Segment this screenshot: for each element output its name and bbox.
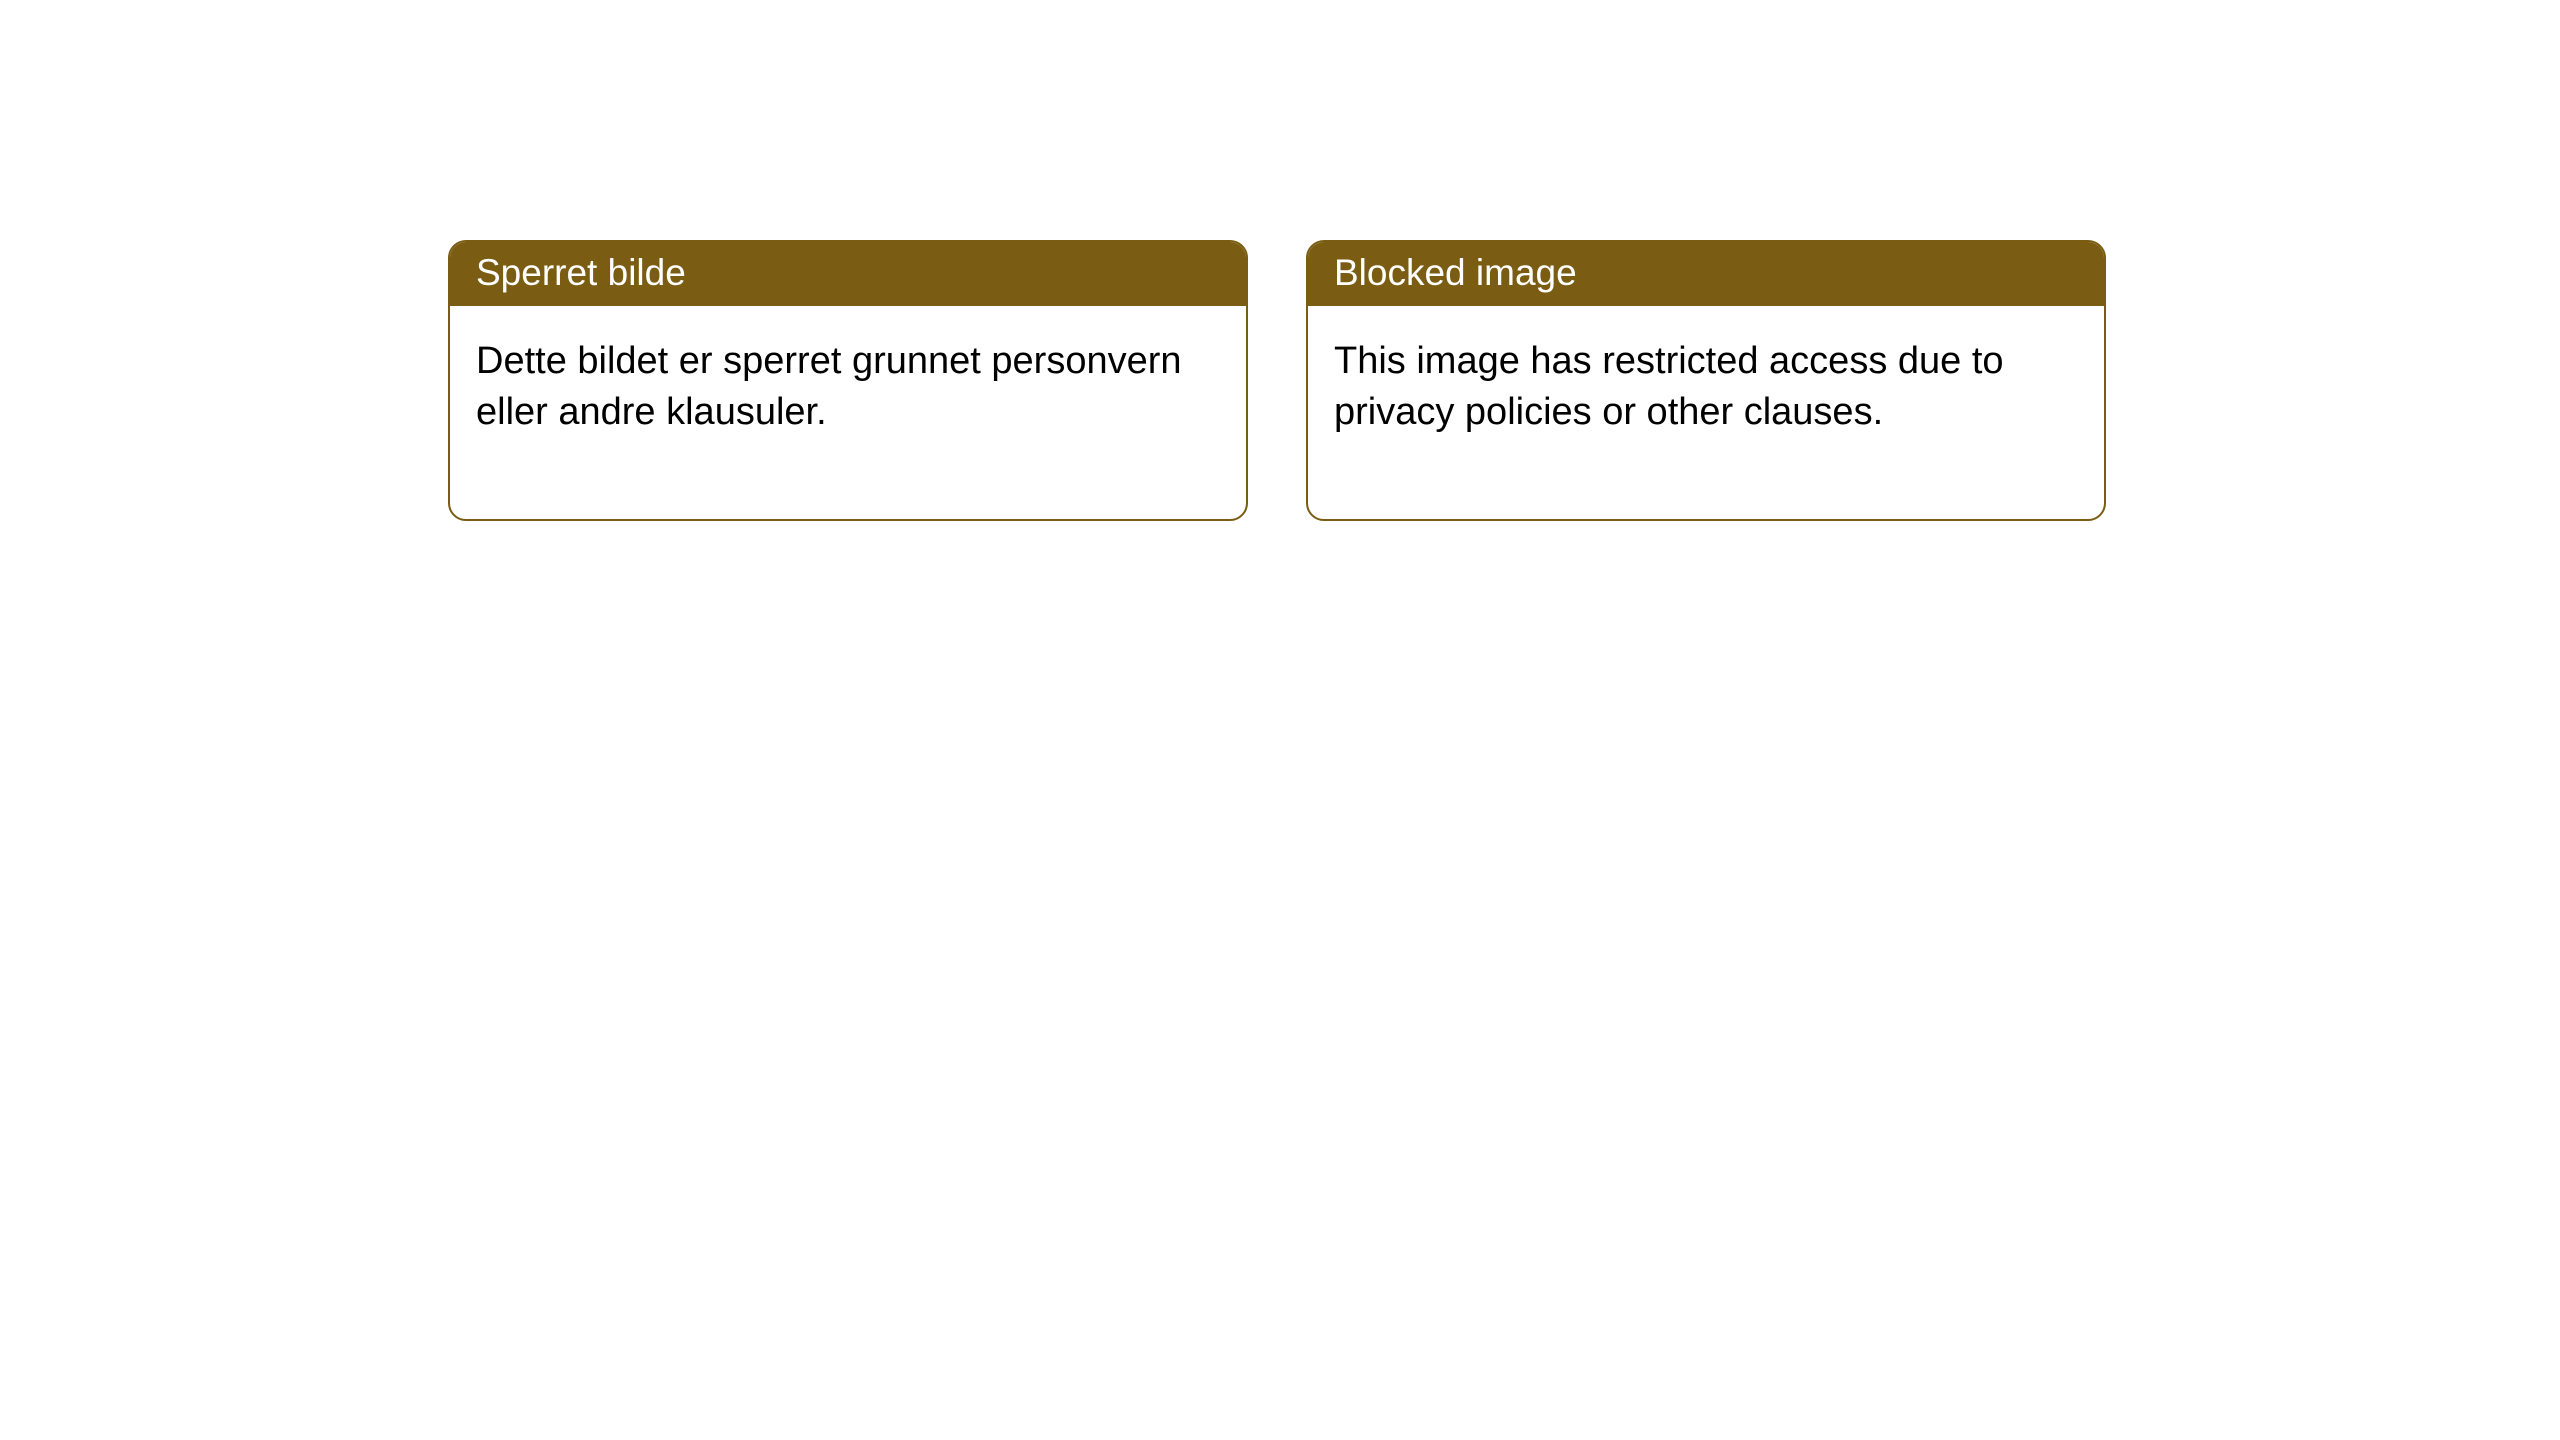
blocked-image-card-no: Sperret bilde Dette bildet er sperret gr… [448, 240, 1248, 521]
card-body: Dette bildet er sperret grunnet personve… [450, 306, 1246, 519]
card-title: Sperret bilde [476, 252, 686, 293]
card-body-text: This image has restricted access due to … [1334, 340, 2004, 433]
card-body-text: Dette bildet er sperret grunnet personve… [476, 340, 1182, 433]
card-body: This image has restricted access due to … [1308, 306, 2104, 519]
card-title: Blocked image [1334, 252, 1577, 293]
blocked-image-card-en: Blocked image This image has restricted … [1306, 240, 2106, 521]
card-header: Sperret bilde [450, 242, 1246, 306]
notice-cards-container: Sperret bilde Dette bildet er sperret gr… [448, 240, 2106, 521]
card-header: Blocked image [1308, 242, 2104, 306]
